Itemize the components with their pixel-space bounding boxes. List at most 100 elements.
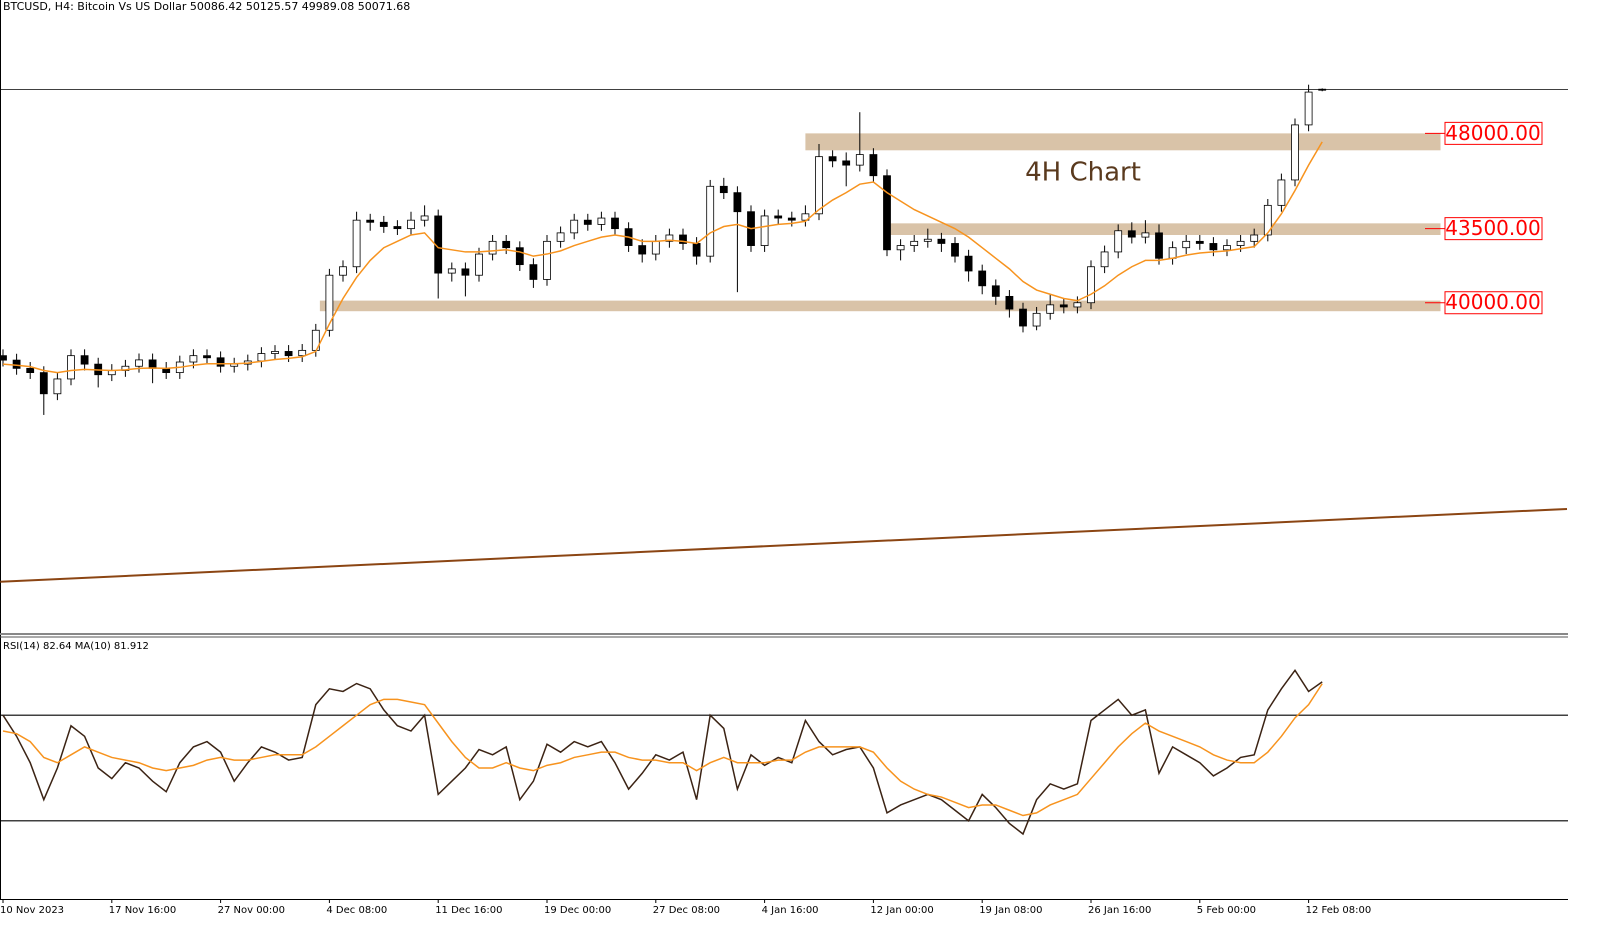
candle-body — [1114, 230, 1123, 253]
x-tick-label: 4 Jan 16:00 — [762, 905, 819, 916]
candle-body — [393, 226, 402, 230]
x-tick-label: 27 Nov 00:00 — [218, 905, 285, 916]
candle-body — [760, 215, 769, 246]
candle-body — [733, 192, 742, 213]
candle-body — [978, 270, 987, 287]
x-tick-label: 11 Dec 16:00 — [435, 905, 502, 916]
candle-body — [488, 240, 497, 255]
rsi-line — [2, 683, 1323, 817]
candle-body — [828, 156, 837, 162]
candle-body — [53, 378, 62, 395]
x-tick-label: 12 Feb 08:00 — [1306, 905, 1372, 916]
level-box — [1444, 217, 1543, 241]
candle-body — [1318, 88, 1327, 91]
candle-body — [1073, 302, 1082, 308]
candle-body — [366, 219, 375, 223]
candle-body — [774, 215, 783, 219]
candle-body — [611, 217, 619, 230]
level-label: 48000.00 — [1445, 121, 1540, 145]
candle-body — [1195, 240, 1204, 244]
x-tick-label: 27 Dec 08:00 — [653, 905, 720, 916]
candle-body — [1087, 266, 1095, 304]
candle-body — [1236, 240, 1245, 246]
candle-body — [1182, 240, 1191, 249]
candle-body — [1100, 251, 1109, 268]
candle-body — [298, 349, 307, 357]
x-tick-label: 10 Nov 2023 — [0, 905, 64, 916]
rsi-title: RSI(14) 82.64 MA(10) 81.912 — [3, 641, 149, 652]
candle-body — [339, 266, 347, 276]
candle-body — [556, 232, 565, 242]
level-label: 40000.00 — [1445, 290, 1540, 314]
x-tick-label: 12 Jan 00:00 — [870, 905, 933, 916]
candle-body — [706, 185, 715, 257]
candle-body — [801, 213, 810, 221]
x-tick-label: 5 Feb 00:00 — [1197, 905, 1256, 916]
level-box — [1444, 291, 1543, 315]
candle-body — [1046, 304, 1055, 314]
candle-body — [1059, 304, 1068, 308]
candle-body — [203, 355, 211, 359]
candle-body — [189, 355, 198, 363]
candle-body — [67, 355, 75, 380]
candle-body — [216, 357, 225, 367]
candle-body — [1005, 295, 1014, 310]
candle-body — [420, 215, 429, 221]
candle-body — [379, 221, 388, 227]
candle-body — [842, 160, 851, 166]
rsi-line — [2, 668, 1323, 836]
x-tick-label: 17 Nov 16:00 — [109, 905, 176, 916]
candle-body — [447, 268, 456, 274]
candle-body — [461, 268, 470, 276]
candle-body — [407, 219, 415, 230]
x-tick-label: 26 Jan 16:00 — [1088, 905, 1151, 916]
annotation: 4H Chart — [1025, 158, 1141, 188]
x-tick-label: 19 Jan 08:00 — [979, 905, 1042, 916]
moving-average — [2, 141, 1323, 374]
candle-body — [1291, 124, 1299, 181]
candle-body — [543, 240, 551, 280]
candle-body — [1263, 204, 1272, 236]
candle-body — [284, 351, 293, 357]
zone — [319, 300, 1441, 312]
candle-body — [1250, 234, 1259, 242]
candle-body — [325, 274, 334, 331]
candle-body — [1168, 247, 1177, 259]
candle-body — [855, 154, 864, 166]
candle-body — [475, 253, 483, 276]
candle-body — [515, 247, 524, 266]
x-tick-label: 4 Dec 08:00 — [326, 905, 387, 916]
candle-body — [991, 285, 1000, 297]
candle-body — [80, 355, 89, 365]
candle-body — [1223, 245, 1231, 251]
candle-body — [787, 217, 796, 221]
candle-body — [570, 219, 579, 234]
candle-body — [883, 175, 891, 251]
candle-body — [679, 234, 687, 244]
candle-body — [638, 245, 647, 255]
candle-body — [583, 219, 592, 225]
candle-body — [896, 245, 905, 251]
chart-title: BTCUSD, H4: Bitcoin Vs US Dollar 50086.4… — [3, 0, 410, 13]
zone — [805, 133, 1441, 151]
x-tick-label: 19 Dec 00:00 — [544, 905, 611, 916]
level-box — [1444, 121, 1543, 145]
candle-body — [923, 238, 932, 242]
candle-body — [1209, 243, 1218, 251]
candle-body — [910, 240, 919, 246]
candle-body — [26, 367, 35, 374]
candle-body — [12, 359, 21, 369]
candle-body — [0, 355, 7, 361]
candle-body — [352, 219, 361, 268]
level-label: 43500.00 — [1445, 216, 1540, 240]
candle-body — [815, 156, 823, 215]
candle-body — [1141, 232, 1150, 238]
candle-body — [502, 240, 511, 249]
candle-body — [135, 359, 143, 367]
candle-body — [271, 351, 279, 354]
candle-body — [651, 240, 660, 255]
candle-body — [1277, 179, 1286, 206]
candle-body — [1127, 230, 1136, 238]
